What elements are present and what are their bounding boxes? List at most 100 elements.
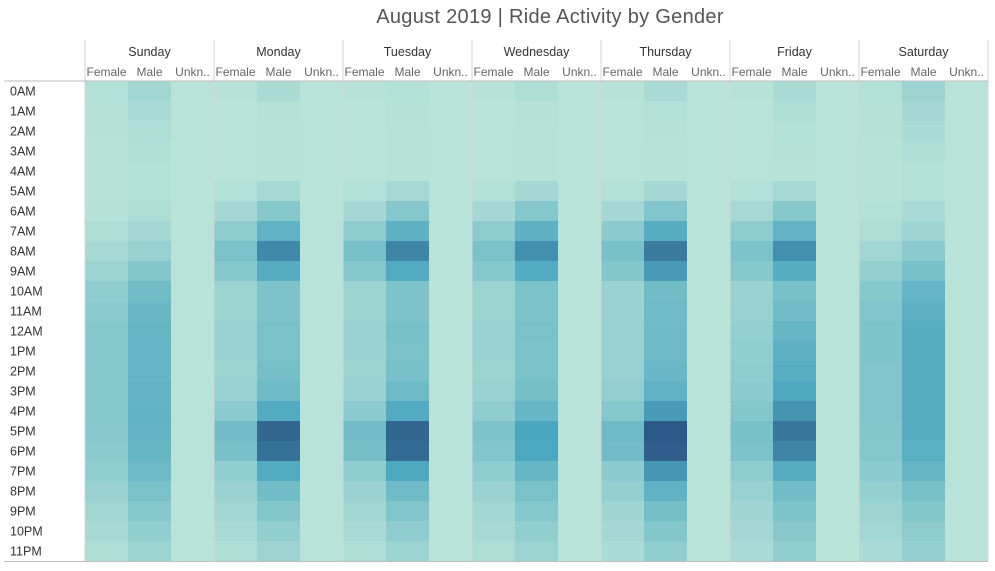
heatmap-cell: [257, 421, 300, 441]
heatmap-cell: [171, 181, 214, 201]
gender-label: Female: [602, 65, 642, 79]
heatmap-cell: [902, 141, 945, 161]
heatmap-cell: [214, 341, 257, 361]
heatmap-cell: [859, 361, 902, 381]
heatmap-cell: [644, 121, 687, 141]
heatmap-cell: [773, 321, 816, 341]
heatmap-cell: [85, 81, 128, 101]
heatmap-cell: [945, 361, 988, 381]
heatmap-cell: [171, 241, 214, 261]
heatmap-cell: [472, 201, 515, 221]
heatmap-cell: [687, 101, 730, 121]
heatmap-cell: [85, 261, 128, 281]
heatmap-cell: [773, 441, 816, 461]
heatmap-cell: [429, 121, 472, 141]
hour-labels: 0AM 1AM 2AM 3AM 4AM 5AM 6AM 7AM 8AM 9AM 10AM 11AM 12…: [10, 85, 43, 559]
heatmap-cell: [601, 161, 644, 181]
heatmap-cell: [601, 241, 644, 261]
heatmap-cell: [773, 401, 816, 421]
heatmap-cell: [773, 81, 816, 101]
heatmap-cell: [386, 201, 429, 221]
heatmap-cell: [687, 141, 730, 161]
hour-label: 1PM: [10, 345, 36, 359]
heatmap-cell: [687, 481, 730, 501]
heatmap-cell: [515, 81, 558, 101]
heatmap-cell: [773, 341, 816, 361]
heatmap-cell: [859, 241, 902, 261]
heatmap-cell: [558, 81, 601, 101]
heatmap-cell: [644, 361, 687, 381]
heatmap-cell: [601, 381, 644, 401]
heatmap-cell: [730, 241, 773, 261]
heatmap-cell: [128, 341, 171, 361]
heatmap-cell: [558, 421, 601, 441]
heatmap-cell: [687, 341, 730, 361]
heatmap-cell: [386, 421, 429, 441]
heatmap-cell: [300, 441, 343, 461]
gender-headers: Female Male Unkn.. Female Male Unkn.. Female Ma…: [86, 65, 983, 79]
heatmap-cell: [214, 221, 257, 241]
heatmap-cell: [386, 481, 429, 501]
heatmap-cell: [85, 241, 128, 261]
heatmap-cell: [601, 221, 644, 241]
heatmap-cell: [257, 501, 300, 521]
heatmap-cell: [343, 241, 386, 261]
heatmap-cell: [214, 541, 257, 561]
heatmap-cell: [558, 361, 601, 381]
heatmap-cell: [687, 281, 730, 301]
gender-label: Female: [473, 65, 513, 79]
heatmap-cell: [257, 321, 300, 341]
heatmap-cell: [214, 381, 257, 401]
hour-label: 4AM: [10, 165, 36, 179]
heatmap-cell: [859, 421, 902, 441]
heatmap-cell: [257, 401, 300, 421]
heatmap-cell: [300, 481, 343, 501]
heatmap-cell: [859, 101, 902, 121]
heatmap-cell: [859, 481, 902, 501]
heatmap-cell: [558, 141, 601, 161]
heatmap-cell: [472, 421, 515, 441]
heatmap-cell: [816, 301, 859, 321]
heatmap-cell: [601, 301, 644, 321]
heatmap-cell: [816, 161, 859, 181]
heatmap-cell: [945, 141, 988, 161]
heatmap-cell: [902, 421, 945, 441]
heatmap-cell: [171, 121, 214, 141]
heatmap-cell: [300, 281, 343, 301]
heatmap-cell: [472, 161, 515, 181]
heatmap-cell: [85, 301, 128, 321]
heatmap-cell: [687, 161, 730, 181]
heatmap-cell: [214, 421, 257, 441]
heatmap-cell: [902, 461, 945, 481]
heatmap-cell: [386, 381, 429, 401]
gender-label: Male: [523, 65, 549, 79]
heatmap-cell: [386, 81, 429, 101]
heatmap-cell: [343, 201, 386, 221]
heatmap-cell: [85, 321, 128, 341]
heatmap-cell: [601, 201, 644, 221]
hour-label: 2AM: [10, 125, 36, 139]
heatmap-cell: [730, 421, 773, 441]
heatmap-cell: [128, 521, 171, 541]
heatmap-cell: [558, 341, 601, 361]
heatmap-cell: [644, 321, 687, 341]
heatmap-cell: [859, 461, 902, 481]
heatmap-cell: [601, 501, 644, 521]
heatmap-cell: [128, 381, 171, 401]
heatmap-cell: [429, 481, 472, 501]
heatmap-cell: [300, 361, 343, 381]
heatmap-cell: [171, 221, 214, 241]
heatmap-cell: [558, 321, 601, 341]
heatmap-cell: [472, 441, 515, 461]
heatmap-cell: [386, 181, 429, 201]
heatmap-cell: [902, 341, 945, 361]
heatmap-cell: [343, 161, 386, 181]
heatmap-cell: [386, 521, 429, 541]
heatmap-cell: [945, 201, 988, 221]
heatmap-cell: [128, 121, 171, 141]
heatmap-cell: [730, 261, 773, 281]
heatmap-cell: [257, 161, 300, 181]
heatmap-cell: [515, 321, 558, 341]
heatmap-cell: [730, 121, 773, 141]
heatmap-cell: [128, 421, 171, 441]
